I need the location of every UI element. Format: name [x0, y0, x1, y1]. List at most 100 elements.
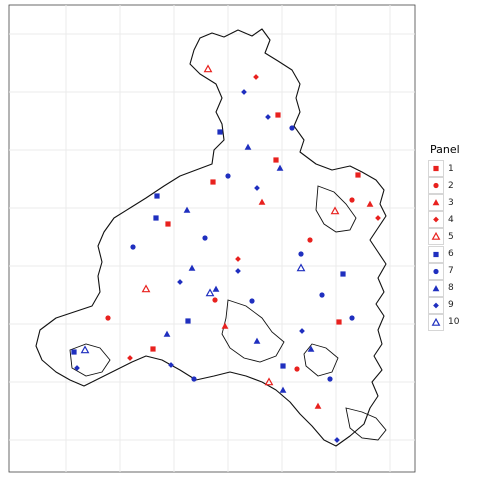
- point-panel-8: [212, 285, 220, 292]
- point-panel-9: [254, 185, 260, 191]
- point-panel-5: [330, 206, 340, 215]
- point-panel-6: [185, 318, 191, 324]
- point-panel-2: [307, 237, 313, 243]
- legend-label-4: 4: [448, 214, 454, 225]
- legend-symbol-2: [433, 183, 439, 189]
- point-panel-8: [276, 164, 284, 171]
- point-panel-4: [235, 256, 241, 262]
- plot-panel: [8, 4, 416, 473]
- legend-key-10: [428, 314, 444, 331]
- legend-symbol-9: [433, 302, 439, 309]
- point-panel-3: [314, 402, 322, 409]
- point-panel-3: [221, 322, 229, 329]
- legend-item-4: 4: [428, 211, 478, 229]
- inner-boundary: [69, 185, 387, 441]
- grid-lines: [9, 5, 415, 472]
- point-panel-9: [265, 114, 271, 120]
- point-panel-6: [154, 193, 160, 199]
- point-panel-7: [349, 315, 355, 321]
- point-panel-6: [71, 349, 77, 355]
- point-panel-8: [183, 206, 191, 213]
- legend-label-6: 6: [448, 249, 454, 260]
- point-panel-1: [210, 179, 216, 185]
- legend-key-6: [428, 245, 444, 263]
- data-marks: [71, 64, 381, 443]
- legend-item-10: 10: [428, 314, 478, 331]
- legend-symbol-8: [432, 284, 440, 291]
- point-panel-7: [327, 376, 333, 382]
- legend-item-6: 6: [428, 245, 478, 263]
- point-panel-5: [264, 377, 274, 386]
- legend-title: Panel: [430, 143, 460, 156]
- point-panel-3: [366, 200, 374, 207]
- point-panel-9: [168, 362, 174, 368]
- legend: Panel 1 2 3 4 5 6 7 8 9 10: [428, 143, 478, 331]
- point-panel-6: [280, 363, 286, 369]
- point-panel-1: [355, 172, 361, 178]
- point-panel-8: [279, 386, 287, 393]
- legend-symbol-7: [433, 268, 439, 274]
- point-panel-7: [289, 125, 295, 131]
- legend-key-1: [428, 160, 444, 177]
- legend-key-7: [428, 262, 444, 280]
- point-panel-6: [340, 271, 346, 277]
- point-panel-2: [212, 297, 218, 303]
- point-panel-10: [205, 288, 215, 297]
- legend-label-3: 3: [448, 197, 454, 208]
- legend-symbol-4: [433, 216, 439, 223]
- point-panel-9: [177, 279, 183, 285]
- point-panel-5: [141, 284, 151, 293]
- point-panel-7: [191, 376, 197, 382]
- point-panel-1: [150, 346, 156, 352]
- point-panel-5: [203, 64, 213, 73]
- point-panel-1: [275, 112, 281, 118]
- legend-rows: 1 2 3 4 5 6 7 8 9 10: [428, 160, 478, 331]
- point-panel-7: [225, 173, 231, 179]
- legend-symbol-10: [431, 317, 441, 326]
- legend-key-3: [428, 194, 444, 212]
- point-panel-8: [307, 345, 315, 352]
- point-panel-9: [299, 328, 305, 334]
- legend-symbol-3: [432, 199, 440, 206]
- point-panel-8: [163, 330, 171, 337]
- legend-item-3: 3: [428, 194, 478, 212]
- point-panel-8: [253, 337, 261, 344]
- point-panel-7: [202, 235, 208, 241]
- legend-symbol-6: [433, 251, 439, 257]
- point-panel-7: [130, 244, 136, 250]
- legend-label-1: 1: [448, 163, 454, 174]
- point-panel-2: [105, 315, 111, 321]
- legend-symbol-5: [431, 232, 441, 241]
- legend-label-2: 2: [448, 180, 454, 191]
- point-panel-1: [273, 157, 279, 163]
- point-panel-2: [294, 366, 300, 372]
- point-panel-10: [80, 345, 90, 354]
- legend-item-9: 9: [428, 296, 478, 314]
- point-panel-6: [217, 129, 223, 135]
- point-panel-9: [235, 268, 241, 274]
- region-outline: [35, 28, 387, 447]
- point-panel-6: [153, 215, 159, 221]
- legend-key-4: [428, 211, 444, 229]
- legend-label-5: 5: [448, 231, 454, 242]
- legend-label-7: 7: [448, 266, 454, 277]
- legend-label-8: 8: [448, 283, 454, 294]
- point-panel-9: [74, 365, 80, 371]
- legend-item-7: 7: [428, 262, 478, 280]
- legend-key-9: [428, 296, 444, 314]
- legend-key-8: [428, 279, 444, 297]
- legend-key-5: [428, 228, 444, 246]
- point-panel-9: [334, 437, 340, 443]
- point-panel-3: [258, 198, 266, 205]
- point-panel-8: [188, 264, 196, 271]
- point-panel-4: [253, 74, 259, 80]
- legend-item-2: 2: [428, 177, 478, 194]
- point-panel-2: [349, 197, 355, 203]
- point-panel-9: [241, 89, 247, 95]
- point-panel-1: [336, 319, 342, 325]
- point-panel-1: [165, 221, 171, 227]
- point-panel-4: [127, 355, 133, 361]
- legend-label-9: 9: [448, 300, 454, 311]
- legend-symbol-1: [433, 165, 439, 172]
